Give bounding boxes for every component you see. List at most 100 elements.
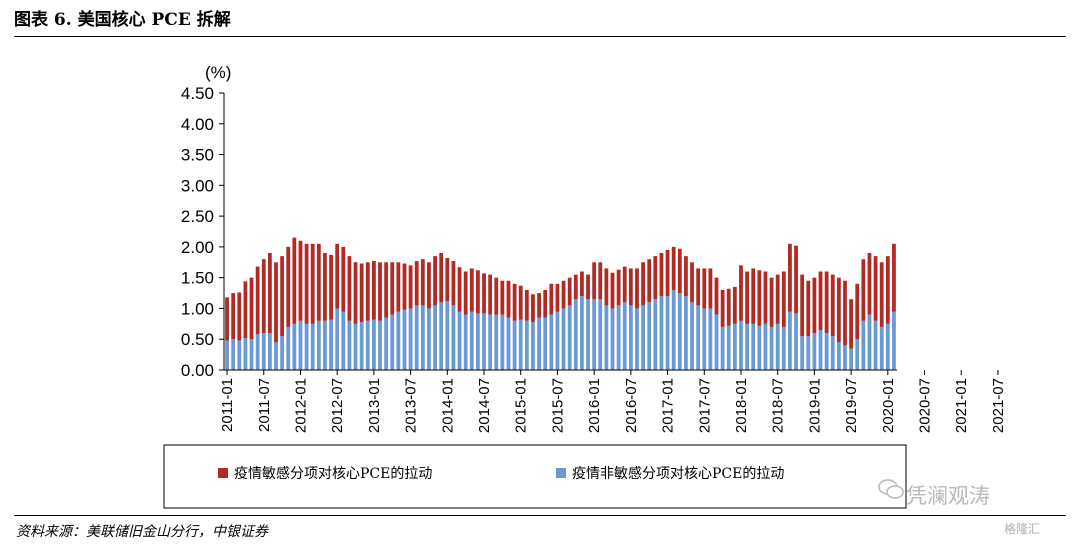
bar-insensitive <box>225 340 229 370</box>
bar-insensitive <box>427 308 431 370</box>
x-tick-label: 2016-07 <box>623 378 640 433</box>
bar-sensitive <box>696 268 701 306</box>
bar-insensitive <box>720 326 725 370</box>
bar-insensitive <box>420 305 425 370</box>
legend-box <box>163 444 907 509</box>
bar-sensitive <box>775 274 780 324</box>
bar-sensitive <box>286 246 291 327</box>
bar-sensitive <box>396 262 401 312</box>
bar-sensitive <box>261 259 266 334</box>
bar-sensitive <box>702 268 707 309</box>
bar-insensitive <box>414 305 419 370</box>
bar-insensitive <box>243 337 248 370</box>
bar-insensitive <box>812 333 817 370</box>
bar-insensitive <box>512 320 517 370</box>
bar-insensitive <box>316 320 321 370</box>
bar-sensitive <box>555 283 560 312</box>
bar-sensitive <box>371 261 376 320</box>
bar-insensitive <box>555 311 560 370</box>
bar-insensitive <box>255 334 260 370</box>
x-tick-label: 2021-07 <box>990 378 1007 433</box>
bar-sensitive <box>384 262 389 318</box>
bar-sensitive <box>494 277 499 315</box>
bar-insensitive <box>800 336 805 370</box>
bar-insensitive <box>280 336 285 370</box>
bar-sensitive <box>335 243 340 309</box>
bar-insensitive <box>616 305 621 370</box>
bar-insensitive <box>580 296 584 370</box>
bars-group <box>225 237 896 370</box>
bar-sensitive <box>506 280 511 318</box>
bar-sensitive <box>751 268 756 324</box>
bar-insensitive <box>371 319 376 370</box>
bar-sensitive <box>665 249 670 297</box>
bar-sensitive <box>580 271 584 297</box>
x-tick-label: 2014-07 <box>476 378 493 433</box>
bar-insensitive <box>378 320 382 370</box>
bar-insensitive <box>231 339 236 370</box>
bar-insensitive <box>879 326 884 370</box>
legend-label-insensitive: 疫情非敏感分项对核心PCE的拉动 <box>572 465 784 482</box>
bar-insensitive <box>873 320 878 370</box>
bar-sensitive <box>476 270 480 314</box>
bar-insensitive <box>586 299 590 370</box>
bar-sensitive <box>806 280 811 337</box>
legend-swatch-sensitive <box>218 468 228 478</box>
y-tick-label: 1.00 <box>181 299 214 318</box>
bar-insensitive <box>641 305 645 370</box>
bar-sensitive <box>659 253 664 297</box>
bar-insensitive <box>384 317 389 370</box>
y-tick-label: 1.50 <box>181 269 214 288</box>
bar-insensitive <box>598 299 603 370</box>
bar-sensitive <box>420 259 425 306</box>
bar-insensitive <box>274 342 278 370</box>
bar-sensitive <box>304 243 309 324</box>
x-tick-label: 2019-01 <box>806 378 823 433</box>
bar-sensitive <box>274 262 278 343</box>
bar-sensitive <box>347 256 352 321</box>
bar-sensitive <box>280 256 285 337</box>
bar-sensitive <box>653 256 658 300</box>
x-tick-label: 2017-07 <box>696 378 713 433</box>
bar-sensitive <box>512 283 517 321</box>
bar-insensitive <box>476 313 480 370</box>
bar-insensitive <box>757 325 762 370</box>
page-title: 图表 6. 美国核心 PCE 拆解 <box>14 10 231 30</box>
x-tick-label: 2018-01 <box>733 378 750 433</box>
bar-insensitive <box>775 323 780 370</box>
x-tick-label: 2021-01 <box>953 378 970 433</box>
bar-sensitive <box>378 262 382 321</box>
bar-insensitive <box>537 317 541 370</box>
bar-sensitive <box>616 269 621 306</box>
bar-insensitive <box>708 308 713 370</box>
bar-insensitive <box>433 305 437 370</box>
x-tick-label: 2013-07 <box>403 378 420 433</box>
bar-insensitive <box>249 339 254 370</box>
bar-sensitive <box>732 286 737 324</box>
bar-sensitive <box>757 270 762 326</box>
bar-insensitive <box>549 314 554 370</box>
bar-insensitive <box>457 311 462 370</box>
bar-sensitive <box>720 289 725 327</box>
bar-insensitive <box>610 308 615 370</box>
y-tick-label: 3.00 <box>181 176 214 195</box>
x-tick-label: 2011-07 <box>256 378 273 432</box>
x-tick-label: 2015-01 <box>513 378 530 433</box>
bar-insensitive <box>543 317 548 370</box>
bar-sensitive <box>445 257 450 302</box>
bar-sensitive <box>812 277 817 334</box>
bar-sensitive <box>359 263 364 322</box>
bar-sensitive <box>714 277 719 315</box>
bar-insensitive <box>261 333 266 370</box>
legend-swatch-insensitive <box>556 468 566 478</box>
x-tick-label: 2020-07 <box>917 378 934 433</box>
bar-insensitive <box>677 293 682 370</box>
bar-sensitive <box>433 256 437 306</box>
bar-insensitive <box>396 311 401 370</box>
bar-sensitive <box>836 277 841 343</box>
bar-sensitive <box>763 271 768 324</box>
x-tick-label: 2018-07 <box>770 378 787 433</box>
bar-sensitive <box>561 280 566 309</box>
bar-insensitive <box>622 302 627 370</box>
bar-sensitive <box>323 253 327 321</box>
